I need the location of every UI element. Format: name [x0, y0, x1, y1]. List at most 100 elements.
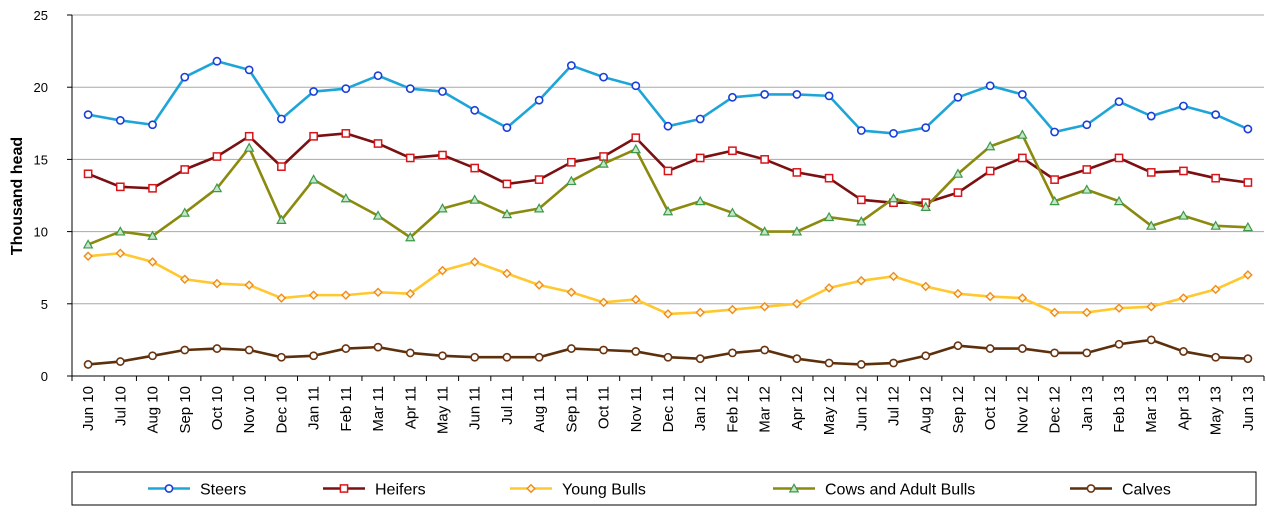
x-tick-label: Feb 13	[1111, 386, 1128, 433]
data-point-cows-and-adult-bulls	[437, 203, 448, 213]
data-point-calves	[760, 345, 770, 355]
data-point-calves	[1146, 335, 1156, 345]
x-tick-label: Jun 13	[1240, 386, 1257, 431]
y-tick-label: 15	[34, 152, 48, 167]
gridlines	[72, 14, 1264, 305]
data-point-young-bulls	[759, 301, 770, 312]
data-point-calves	[566, 344, 576, 353]
data-point-steers	[373, 71, 383, 81]
data-point-young-bulls	[147, 257, 158, 267]
legend-label-young-bulls: Young Bulls	[562, 482, 646, 499]
data-point-young-bulls	[1243, 270, 1253, 280]
x-tick-label: Aug 10	[145, 386, 162, 434]
data-point-heifers	[1082, 165, 1092, 174]
data-point-heifers	[1243, 178, 1253, 187]
data-point-young-bulls	[663, 309, 673, 319]
data-point-cows-and-adult-bulls	[243, 142, 255, 152]
series-line-cows-and-adult-bulls	[87, 133, 1248, 246]
data-point-steers	[502, 123, 512, 133]
data-point-calves	[148, 351, 157, 361]
data-point-heifers	[180, 165, 190, 174]
data-point-steers	[566, 61, 576, 70]
legend-box	[71, 471, 1257, 506]
data-point-cows-and-adult-bulls	[1178, 210, 1189, 220]
data-point-young-bulls	[1210, 284, 1221, 295]
data-point-cows-and-adult-bulls	[694, 195, 706, 206]
data-point-heifers	[567, 157, 576, 167]
data-point-steers	[663, 121, 673, 131]
data-point-steers	[148, 120, 157, 130]
data-point-calves	[1243, 354, 1253, 364]
data-point-heifers	[792, 168, 802, 177]
data-point-calves	[792, 354, 802, 364]
data-point-calves	[921, 351, 931, 361]
data-point-steers	[115, 116, 125, 125]
data-point-cows-and-adult-bulls	[1242, 221, 1254, 232]
y-tick-label: 5	[41, 297, 48, 312]
data-point-steers	[309, 87, 319, 96]
data-point-steers	[180, 72, 190, 82]
data-point-heifers	[534, 175, 544, 184]
data-point-cows-and-adult-bulls	[276, 214, 287, 225]
x-tick-label: Feb 11	[338, 386, 355, 432]
data-point-calves	[1179, 347, 1188, 356]
data-point-heifers	[83, 169, 93, 179]
data-point-calves	[341, 344, 351, 353]
data-point-calves	[115, 357, 125, 366]
data-point-heifers	[438, 150, 447, 160]
data-point-calves	[1017, 344, 1027, 353]
data-point-calves	[502, 352, 512, 362]
x-tick-label: Jun 11	[467, 386, 484, 430]
data-point-young-bulls	[695, 307, 706, 318]
data-point-cows-and-adult-bulls	[856, 216, 867, 226]
data-point-calves	[1082, 348, 1092, 358]
data-point-calves	[534, 352, 544, 362]
x-tick-label: Oct 10	[209, 386, 226, 430]
x-tick-label: Dec 10	[273, 386, 290, 434]
x-tick-label: May 11	[434, 386, 451, 434]
legend-marker-heifers	[339, 484, 349, 493]
data-point-calves	[1050, 348, 1059, 358]
data-point-heifers	[341, 129, 351, 138]
data-point-young-bulls	[405, 288, 416, 299]
data-point-steers	[83, 110, 93, 120]
x-tick-label: Dec 12	[1047, 386, 1064, 434]
x-tick-label: Apr 12	[789, 386, 806, 430]
legend-marker-young-bulls	[526, 483, 536, 494]
x-tick-label: Mar 12	[757, 386, 774, 433]
data-point-heifers	[1211, 173, 1221, 183]
data-point-heifers	[148, 183, 157, 193]
x-tick-label: Jan 11	[306, 386, 323, 430]
x-tick-label: Jun 12	[853, 386, 870, 431]
data-point-young-bulls	[502, 268, 512, 279]
axes: 0 5 10 15 20 25 Jun 10 Jul 10 Aug 10 Sep 10 Oct 10…	[34, 8, 1265, 435]
legend-marker-cows-and-adult-bulls	[788, 483, 800, 493]
data-point-heifers	[470, 163, 480, 173]
data-point-calves	[953, 341, 963, 351]
data-point-steers	[405, 84, 415, 94]
data-point-cows-and-adult-bulls	[501, 208, 513, 219]
data-point-steers	[341, 84, 351, 94]
y-tick-label: 25	[34, 8, 48, 23]
data-point-young-bulls	[469, 257, 480, 267]
data-point-heifers	[309, 131, 318, 141]
data-point-young-bulls	[373, 287, 383, 298]
data-point-heifers	[985, 166, 995, 176]
data-point-young-bulls	[1114, 303, 1124, 313]
data-point-young-bulls	[792, 299, 802, 309]
data-point-calves	[277, 352, 286, 362]
x-tick-label: Jan 13	[1079, 386, 1096, 431]
data-point-calves	[663, 352, 673, 362]
data-point-cows-and-adult-bulls	[791, 226, 803, 236]
data-point-steers	[277, 114, 286, 124]
data-point-young-bulls	[244, 280, 254, 290]
data-point-heifers	[1146, 168, 1156, 177]
data-point-heifers	[277, 162, 286, 171]
data-point-cows-and-adult-bulls	[1017, 129, 1028, 139]
data-point-cows-and-adult-bulls	[1146, 220, 1157, 230]
data-point-calves	[985, 344, 995, 353]
x-tick-label: May 12	[821, 386, 838, 435]
data-point-cows-and-adult-bulls	[179, 207, 190, 217]
